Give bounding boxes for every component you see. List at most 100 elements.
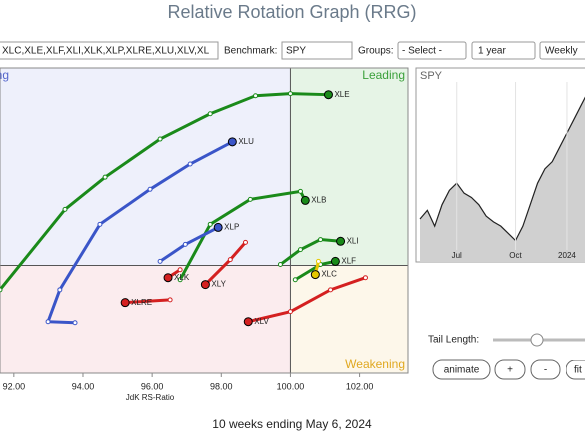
button[interactable]: fit (566, 360, 585, 380)
tail-point (207, 221, 213, 227)
tail-label: XLI (347, 236, 359, 245)
tail-head (330, 256, 340, 266)
quadrant-label: Weakening (345, 357, 405, 371)
tail-point (57, 287, 63, 293)
footer: 10 weeks ending May 6, 2024 (212, 417, 372, 431)
tail-line (0, 92, 329, 291)
spy-x-label: Oct (509, 251, 522, 260)
tail-line (279, 238, 341, 266)
tail-point (328, 287, 334, 293)
benchmark-input[interactable] (281, 41, 353, 60)
tail-head (323, 90, 333, 100)
tail-point (72, 320, 78, 326)
button[interactable]: + (494, 359, 526, 380)
tail-head (243, 317, 253, 327)
tail-line (125, 298, 171, 305)
button-frame[interactable] (530, 359, 561, 380)
button-row: animate + - fit (432, 359, 585, 380)
tail-head (227, 137, 237, 147)
frequency-select[interactable] (539, 41, 585, 60)
rrg-chart: Improving Leading Weakening 92.00 94.00 96.00… (0, 67, 409, 402)
tail-point (157, 136, 163, 142)
spy-x-label: 2024 (558, 251, 576, 260)
spy-title: SPY (420, 70, 443, 82)
button-label: + (507, 365, 513, 376)
button-frame[interactable] (494, 359, 526, 380)
x-axis-label: JdK RS-Ratio (126, 393, 175, 402)
quadrant-label: Leading (362, 68, 405, 82)
tail-label: XLY (211, 280, 226, 289)
tail-point (147, 186, 153, 192)
period-text: 1 year (478, 46, 506, 57)
tail-line (247, 276, 366, 324)
tail-point (97, 221, 103, 227)
tail-point (247, 196, 253, 202)
tail-label: XLB (311, 196, 326, 205)
button[interactable]: - (530, 359, 561, 380)
period-select[interactable] (471, 41, 536, 60)
tail-head (300, 195, 310, 205)
tail-head (336, 236, 346, 246)
quadrant-label: Improving (0, 68, 9, 82)
x-tick-label: 102.00 (346, 381, 374, 391)
tail-point (277, 262, 283, 268)
groups-text: - Select - (402, 46, 442, 57)
tail-label: XLV (254, 317, 269, 326)
tail-point (227, 257, 233, 263)
tail-head (200, 280, 210, 290)
tail-point (287, 91, 293, 97)
button-frame[interactable] (566, 360, 585, 380)
tail-point (167, 297, 173, 303)
x-tick-label: 96.00 (141, 381, 164, 391)
tail-head (310, 270, 320, 280)
tail-point (182, 241, 188, 247)
tail-label: XLC (321, 270, 337, 279)
button-frame[interactable] (432, 359, 491, 380)
benchmark-label: Benchmark: (224, 46, 277, 57)
groups-select[interactable] (397, 41, 467, 60)
quadrant-leading (290, 68, 408, 266)
tail-point (62, 206, 68, 212)
tail-label: XLE (334, 90, 349, 99)
tail-point (297, 247, 303, 253)
tail-length-label: Tail Length: (428, 335, 479, 346)
tail-point (242, 239, 248, 245)
tail-point (292, 277, 298, 283)
tail-point (177, 267, 183, 273)
tail-label: XLU (238, 137, 254, 146)
button-label: - (544, 365, 547, 376)
tail-point (253, 93, 259, 99)
tail-label: XLK (174, 273, 190, 282)
spy-chart: SPY Jul Oct 2024 (415, 67, 585, 263)
spy-line (419, 96, 585, 242)
symbols-input[interactable] (0, 41, 219, 60)
tail-head (213, 222, 223, 232)
tail-point (157, 258, 163, 264)
button-label: animate (444, 365, 480, 376)
button[interactable]: animate (432, 359, 491, 380)
tail-point (362, 275, 368, 281)
tail-point (177, 277, 183, 283)
tail-label: XLF (341, 257, 356, 266)
tail-point (287, 309, 293, 315)
tail-point (102, 174, 108, 180)
tail-point (297, 188, 303, 194)
tail-head (163, 273, 173, 283)
tail-label: XLP (224, 223, 239, 232)
x-tick-label: 98.00 (210, 381, 233, 391)
spy-area (420, 97, 585, 262)
tail-point (318, 237, 324, 243)
tail-point (45, 319, 51, 325)
tail-label: XLRE (131, 298, 152, 307)
frequency-text: Weekly (545, 46, 578, 57)
tail-slider-knob[interactable] (530, 333, 544, 347)
spy-plot (419, 96, 585, 262)
tail-point (0, 287, 3, 293)
benchmark-text: SPY (286, 46, 306, 57)
spy-x-label: Jul (452, 251, 462, 260)
x-tick-label: 94.00 (72, 381, 95, 391)
button-label: fit (574, 365, 582, 376)
symbols-text: XLC,XLE,XLF,XLI,XLK,XLP,XLRE,XLU,XLV,XL (2, 46, 210, 57)
tail-point (207, 111, 213, 117)
